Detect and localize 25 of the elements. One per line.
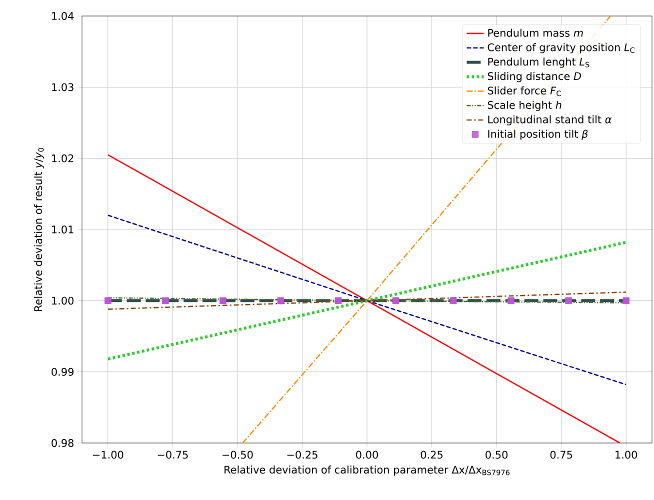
x-tick-label: 0.50 [486,450,508,459]
legend-label: Pendulum mass m [488,28,583,37]
x-tick-label: 0.00 [356,450,378,459]
legend-label: Slider force F$_{C}$ [488,86,561,96]
legend-label: Center of gravity position L$_{C}$ [488,43,635,54]
legend-label: Initial position tilt β [488,130,588,140]
y-tick-label: 0.98 [52,439,74,447]
x-tick-label: 0.25 [420,450,442,459]
legend-label: Sliding distance D [488,72,582,82]
legend-label: Pendulum lenght L$_{S}$ [488,58,590,68]
y-tick-label: 1.04 [52,12,74,20]
legend-label: Scale height h [488,100,562,111]
x-tick-label: −0.25 [287,450,318,459]
y-tick-label: 1.03 [52,83,74,92]
y-tick-label: 0.99 [52,368,74,376]
y-tick-label: 1.01 [52,226,74,234]
x-tick-label: 1.00 [616,450,638,459]
y-tick-label: 1.00 [52,296,74,305]
legend-label: Longitudinal stand tilt α [488,115,612,126]
x-tick-label: −0.50 [222,450,253,459]
x-tick-label: −1.00 [92,450,124,459]
y-tick-label: 1.02 [52,154,74,162]
x-tick-label: 0.75 [550,450,572,459]
x-tick-label: −0.75 [158,450,188,459]
x-axis-title: Relative deviation of calibration parameter Δx/Δx$_{BS7976}$ [224,466,510,476]
